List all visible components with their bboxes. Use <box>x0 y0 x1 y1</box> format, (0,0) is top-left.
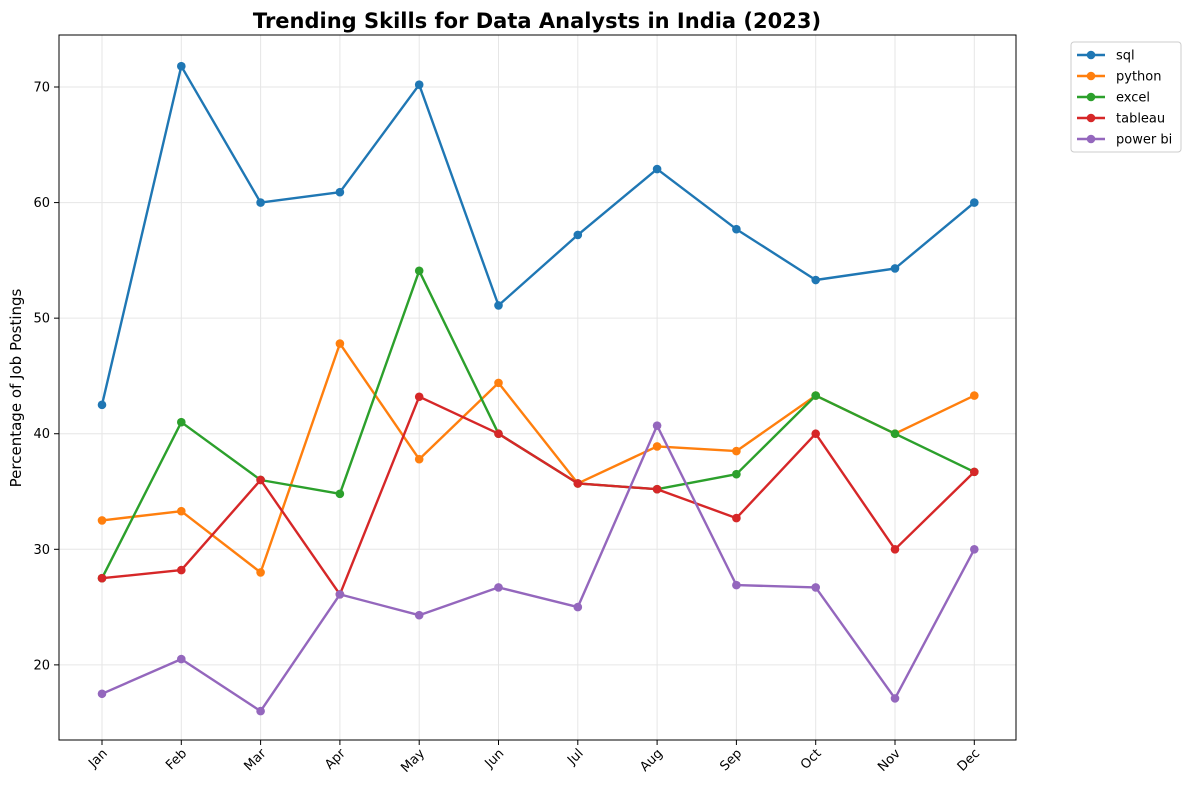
x-tick-label: Jun <box>482 746 508 772</box>
legend-frame <box>1070 41 1182 153</box>
data-point <box>414 80 424 89</box>
plot-series <box>97 61 979 716</box>
data-point <box>652 421 662 430</box>
x-tick-label: Jul <box>564 746 586 768</box>
data-point <box>573 602 583 612</box>
y-tick-label: 50 <box>33 312 50 327</box>
series-line <box>101 424 976 713</box>
legend-label: sql <box>1116 49 1135 64</box>
y-tick-label: 70 <box>33 81 50 96</box>
x-tick-label: Feb <box>163 746 190 773</box>
data-point <box>256 198 265 207</box>
x-tick-label: Nov <box>875 746 904 775</box>
x-tick-label: Dec <box>955 746 983 774</box>
data-point <box>652 484 662 494</box>
data-point <box>890 694 900 703</box>
y-tick-label: 60 <box>33 196 50 211</box>
data-point <box>970 467 979 477</box>
data-point <box>811 429 820 439</box>
data-point <box>97 573 107 583</box>
data-point <box>970 391 979 400</box>
legend-label: power bi <box>1116 133 1172 148</box>
y-axis: 20 30 40 50 60 70 <box>33 81 59 673</box>
y-tick-label: 20 <box>33 658 50 673</box>
data-point <box>890 429 900 439</box>
series-line <box>100 64 976 406</box>
legend-swatch-marker <box>1086 50 1096 60</box>
x-axis: Jan Feb Mar Apr May Jun Jul Aug Sep Oct Nov Dec <box>85 740 983 776</box>
data-point <box>970 198 979 207</box>
plot-frame <box>58 34 1017 741</box>
data-point <box>335 590 345 599</box>
data-point <box>414 454 424 464</box>
data-point <box>811 275 820 285</box>
data-point <box>177 654 186 664</box>
series-tableau <box>97 392 979 599</box>
data-point <box>811 583 820 592</box>
data-point <box>335 489 345 499</box>
legend-swatch-marker <box>1086 92 1096 102</box>
chart-title: Trending Skills for Data Analysts in Ind… <box>253 9 821 33</box>
x-tick-label: Apr <box>322 746 349 773</box>
data-point <box>97 689 107 699</box>
data-point <box>256 475 265 485</box>
legend-swatch-marker <box>1086 71 1096 81</box>
x-tick-label: May <box>398 746 428 776</box>
data-point <box>177 565 186 575</box>
data-point <box>494 301 503 310</box>
data-point <box>732 224 741 234</box>
y-axis-label: Percentage of Job Postings <box>7 288 25 487</box>
data-point <box>335 187 345 197</box>
data-point <box>732 469 741 479</box>
x-tick-label: Aug <box>637 746 666 775</box>
data-point <box>890 545 900 554</box>
series-power-bi <box>97 421 979 716</box>
data-point <box>177 61 186 71</box>
series-sql <box>97 61 979 410</box>
series-line <box>100 269 975 579</box>
data-point <box>414 266 424 276</box>
data-point <box>573 479 583 488</box>
data-point <box>256 706 265 716</box>
data-point <box>732 580 741 590</box>
data-point <box>414 392 424 402</box>
data-point <box>494 378 503 388</box>
data-point <box>890 264 900 273</box>
data-point <box>811 391 820 400</box>
legend: sql python excel tableau power bi <box>1070 41 1182 153</box>
data-point <box>335 339 345 348</box>
data-point <box>732 513 741 523</box>
data-point <box>256 568 265 577</box>
data-point <box>97 516 107 525</box>
grid <box>59 35 1016 740</box>
x-tick-label: Mar <box>241 746 269 774</box>
legend-label: python <box>1116 70 1161 85</box>
data-point <box>414 610 424 620</box>
legend-swatch-marker <box>1086 134 1096 144</box>
y-tick-label: 40 <box>33 427 50 442</box>
series-line <box>101 395 976 596</box>
y-tick-label: 30 <box>33 543 50 558</box>
data-point <box>177 417 186 427</box>
x-tick-label: Jan <box>85 746 110 771</box>
x-tick-label: Sep <box>717 746 745 774</box>
data-point <box>732 446 741 456</box>
data-point <box>970 545 979 554</box>
data-point <box>494 429 503 439</box>
data-point <box>97 400 107 410</box>
legend-label: tableau <box>1116 112 1165 127</box>
data-point <box>652 442 662 451</box>
x-tick-label: Oct <box>798 746 825 773</box>
legend-swatch-marker <box>1086 113 1096 123</box>
data-point <box>177 506 186 516</box>
data-point <box>573 230 583 240</box>
series-excel <box>97 266 979 583</box>
data-point <box>652 164 662 174</box>
data-point <box>494 583 503 592</box>
legend-label: excel <box>1116 91 1150 106</box>
